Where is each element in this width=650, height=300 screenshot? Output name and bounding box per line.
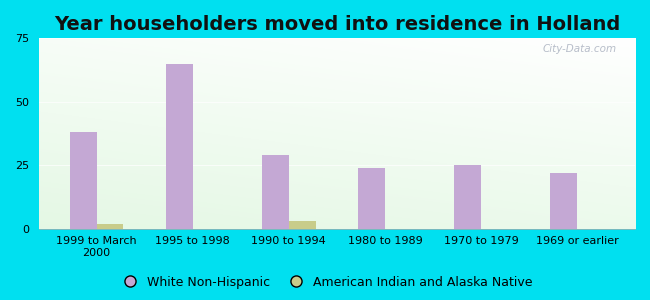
Text: City-Data.com: City-Data.com — [543, 44, 617, 54]
Bar — [97, 224, 124, 229]
Bar — [262, 155, 289, 229]
Legend: White Non-Hispanic, American Indian and Alaska Native: White Non-Hispanic, American Indian and … — [112, 271, 538, 294]
Bar — [358, 168, 385, 229]
Bar — [454, 165, 481, 229]
Bar — [289, 221, 316, 229]
Title: Year householders moved into residence in Holland: Year householders moved into residence i… — [54, 15, 620, 34]
Bar — [166, 64, 192, 229]
Bar — [70, 132, 97, 229]
Bar — [551, 173, 577, 229]
